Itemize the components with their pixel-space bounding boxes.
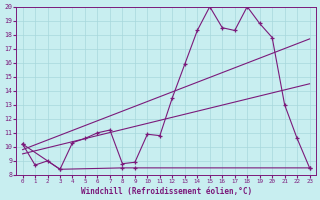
X-axis label: Windchill (Refroidissement éolien,°C): Windchill (Refroidissement éolien,°C) <box>81 187 252 196</box>
